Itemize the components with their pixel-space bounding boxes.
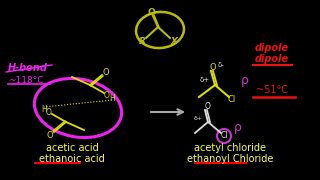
Text: H: H: [109, 93, 115, 102]
Text: δ+: δ+: [193, 116, 203, 120]
Text: ρ: ρ: [241, 73, 249, 87]
Text: H-bond: H-bond: [8, 63, 48, 73]
Text: ~118°C: ~118°C: [8, 75, 44, 84]
Text: Cl: Cl: [228, 94, 236, 103]
Text: O: O: [147, 8, 155, 17]
Text: H: H: [41, 105, 47, 114]
Text: O: O: [104, 91, 110, 100]
Text: Cl: Cl: [220, 130, 228, 140]
Text: X: X: [171, 37, 178, 46]
Text: ρ: ρ: [234, 120, 242, 134]
Text: ~51°C: ~51°C: [256, 85, 288, 95]
Text: R: R: [139, 37, 145, 46]
Text: O: O: [205, 102, 211, 111]
Text: ethanoyl Chloride: ethanoyl Chloride: [187, 154, 273, 164]
Text: acetic acid: acetic acid: [46, 143, 98, 153]
Text: δ+: δ+: [200, 77, 210, 83]
Text: δ-: δ-: [218, 62, 224, 68]
Text: O: O: [210, 62, 216, 71]
Text: O: O: [103, 68, 109, 76]
Text: dipole: dipole: [255, 54, 289, 64]
Text: O: O: [46, 107, 52, 116]
Text: O: O: [47, 130, 53, 140]
Text: acetyl chloride: acetyl chloride: [194, 143, 266, 153]
Text: dipole: dipole: [255, 43, 289, 53]
Text: ethanoic acid: ethanoic acid: [39, 154, 105, 164]
